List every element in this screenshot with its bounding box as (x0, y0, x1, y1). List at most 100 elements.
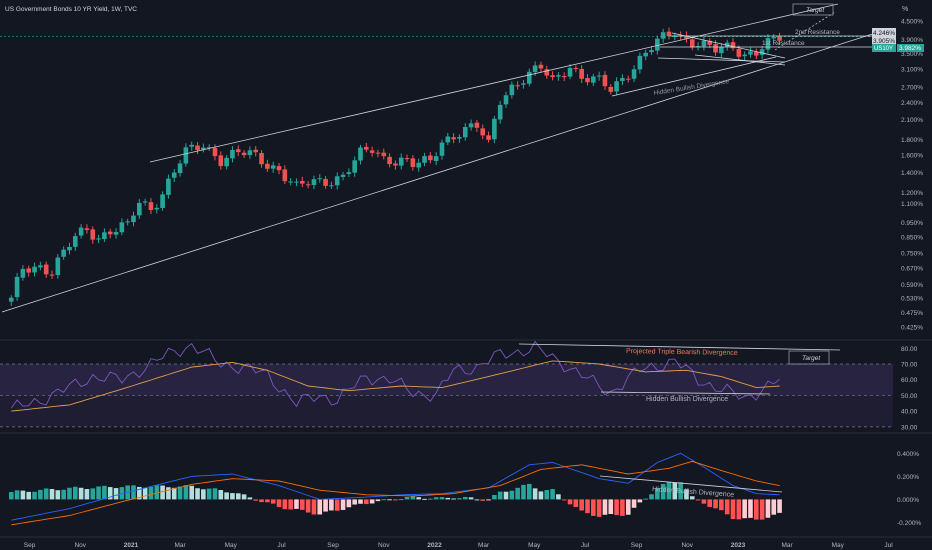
macd-histogram-bar (591, 499, 596, 516)
rsi-band-upper-fill (0, 364, 893, 396)
candle-body (433, 156, 439, 161)
macd-histogram-bar (777, 499, 782, 513)
candle-body (719, 46, 724, 54)
macd-histogram-bar (561, 499, 567, 501)
price-y-tick: 1.800% (901, 137, 923, 144)
candle-body (451, 137, 456, 140)
candle-body (387, 156, 392, 165)
price-tag-low (872, 37, 896, 45)
price-target-box (792, 3, 834, 16)
price-y-tick: 2.400% (901, 100, 923, 107)
macd-histogram-bar (422, 498, 427, 500)
candle-body (253, 149, 259, 153)
macd-histogram-bar (113, 488, 119, 500)
macd-histogram-bar (538, 491, 544, 500)
macd-histogram-bar (759, 499, 765, 520)
candle-body (544, 69, 550, 76)
macd-histogram-bar (282, 499, 288, 510)
candle-body (323, 178, 328, 186)
candle-body (631, 69, 637, 79)
rsi-y-tick: 60.00 (901, 377, 918, 384)
price-y-tick: 0.750% (901, 251, 923, 258)
axes: 0.425% 0.475% 0.530% 0.590% 0.670% 0.750% 0.85… (24, 18, 923, 549)
candle-body (695, 46, 701, 48)
candle-body (689, 39, 695, 48)
candle-body (486, 135, 491, 140)
candle-body (666, 31, 672, 37)
macd-histogram-bar (358, 499, 363, 504)
candle-body (457, 137, 462, 139)
macd-histogram-bar (323, 499, 328, 512)
macd-series (8, 452, 782, 526)
candle-body (625, 78, 631, 80)
symbol-tag-text: US10Y (874, 46, 893, 52)
macd-histogram-bar (643, 498, 649, 500)
price-tag-high-text: 4.246% (873, 30, 895, 37)
macd-histogram-bar (579, 499, 584, 511)
macd-histogram-bar (719, 499, 724, 511)
macd-histogram-bar (753, 499, 759, 520)
macd-histogram-bar (131, 485, 136, 500)
macd-histogram-bar (596, 499, 602, 517)
candle-body (294, 181, 299, 183)
macd-histogram-bar (416, 497, 422, 500)
candle-body (137, 202, 142, 216)
candle-body (550, 75, 555, 78)
candle-body (14, 276, 20, 298)
candle-body (381, 152, 387, 157)
macd-histogram-bar (288, 499, 293, 510)
candle-body (90, 229, 96, 240)
price-y-tick: 3.500% (901, 51, 923, 58)
macd-histogram-bar (43, 488, 49, 500)
macd-histogram-bar (474, 499, 480, 501)
candle-body (591, 76, 596, 83)
candle-body (334, 176, 340, 186)
candle-body (468, 123, 474, 128)
candle-body (142, 201, 148, 203)
candle-body (736, 49, 742, 57)
candle-body (265, 163, 270, 169)
x-axis-tick: Nov (378, 542, 390, 549)
macd-histogram-bar (14, 490, 20, 500)
candle-body (67, 246, 72, 251)
candle-body (195, 145, 200, 151)
x-axis-tick: Mar (478, 542, 490, 549)
candle-body (218, 155, 224, 167)
macd-histogram-bar (67, 487, 72, 500)
macd-histogram-bar (166, 487, 171, 500)
price-tag-low-text: 3.905% (873, 38, 895, 45)
candle-body (270, 165, 276, 169)
macd-histogram-bar (265, 499, 270, 503)
macd-histogram-bar (468, 497, 474, 500)
macd-histogram-bar (497, 491, 503, 500)
macd-histogram-bar (678, 482, 683, 500)
x-axis-tick: Mar (174, 542, 186, 549)
macd-histogram-bar (655, 487, 660, 500)
first-resistance-label: 1st Resistance (762, 40, 805, 47)
macd-histogram-bar (771, 499, 777, 515)
second-resistance-label: 2nd Resistance (795, 29, 840, 36)
macd-histogram-bar (684, 489, 689, 500)
candle-body (724, 42, 730, 47)
rsi-divergence-label: Hidden Bullish Divergence (646, 396, 728, 403)
candle-body (49, 274, 55, 276)
candle-body (369, 150, 375, 153)
candle-body (480, 128, 486, 136)
macd-histogram-bar (224, 492, 229, 500)
macd-histogram-bar (107, 487, 113, 500)
candle-body (684, 35, 689, 39)
macd-histogram-bar (713, 499, 718, 509)
macd-histogram-bar (742, 499, 747, 519)
macd-histogram-bar (218, 490, 224, 500)
candle-body (311, 179, 317, 185)
candle-body (230, 150, 235, 159)
price-y-tick: 1.600% (901, 152, 923, 159)
macd-histogram-bar (206, 488, 212, 500)
macd-histogram-bar (61, 489, 66, 500)
macd-histogram-bar (381, 499, 387, 501)
candle-body (521, 83, 526, 85)
candle-body (515, 85, 520, 87)
candle-body (573, 68, 579, 70)
macd-histogram-bar (637, 499, 643, 503)
